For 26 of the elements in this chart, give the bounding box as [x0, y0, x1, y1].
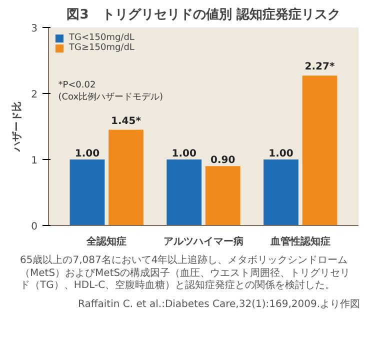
legend-label: TG<150mg/dL	[69, 33, 134, 43]
y-tick-label: 1	[31, 156, 38, 166]
data-label: 1.00	[268, 148, 294, 160]
y-tick-label: 2	[31, 90, 38, 100]
text: 65歳以上の7,087名において4年以上追跡し、メタボリックシンドローム（MetS）およびMetSの構成因子（血圧、ウエスト周囲径、トリグリセリド（TG）、HDL-C、空腹時血糖）と認知症発症との関係を検討した。	[20, 255, 352, 292]
x-tick-label: 血管性認知症	[269, 236, 330, 248]
chart-title: 図3 トリグリセリドの値別 認知症発症リスク	[66, 6, 340, 22]
x-tick-label: アルツハイマー病	[164, 236, 244, 248]
x-tick-label: 全認知症	[86, 236, 127, 248]
bar	[302, 76, 338, 226]
bar	[205, 166, 240, 226]
bar	[166, 160, 202, 226]
legend-label: TG≥150mg/dL	[69, 43, 134, 53]
annotation: *P<0.02 (Cox比例ハザードモデル)	[58, 80, 164, 102]
data-label: 1.00	[74, 148, 100, 160]
data-label: 2.27*	[304, 62, 336, 73]
data-label: 1.00	[172, 148, 197, 160]
y-axis-title: ハザード比	[11, 102, 24, 152]
y-tick-label: 3	[31, 24, 38, 34]
data-label: 0.90	[210, 155, 236, 166]
bar	[108, 130, 144, 226]
data-label: 1.45*	[111, 116, 142, 127]
bar	[70, 160, 105, 226]
text: Raffaitin C. et al.:Diabetes Care,32(1):169,2009.より作図	[77, 298, 360, 311]
y-tick-label: 0	[31, 222, 38, 232]
bar	[264, 160, 298, 226]
